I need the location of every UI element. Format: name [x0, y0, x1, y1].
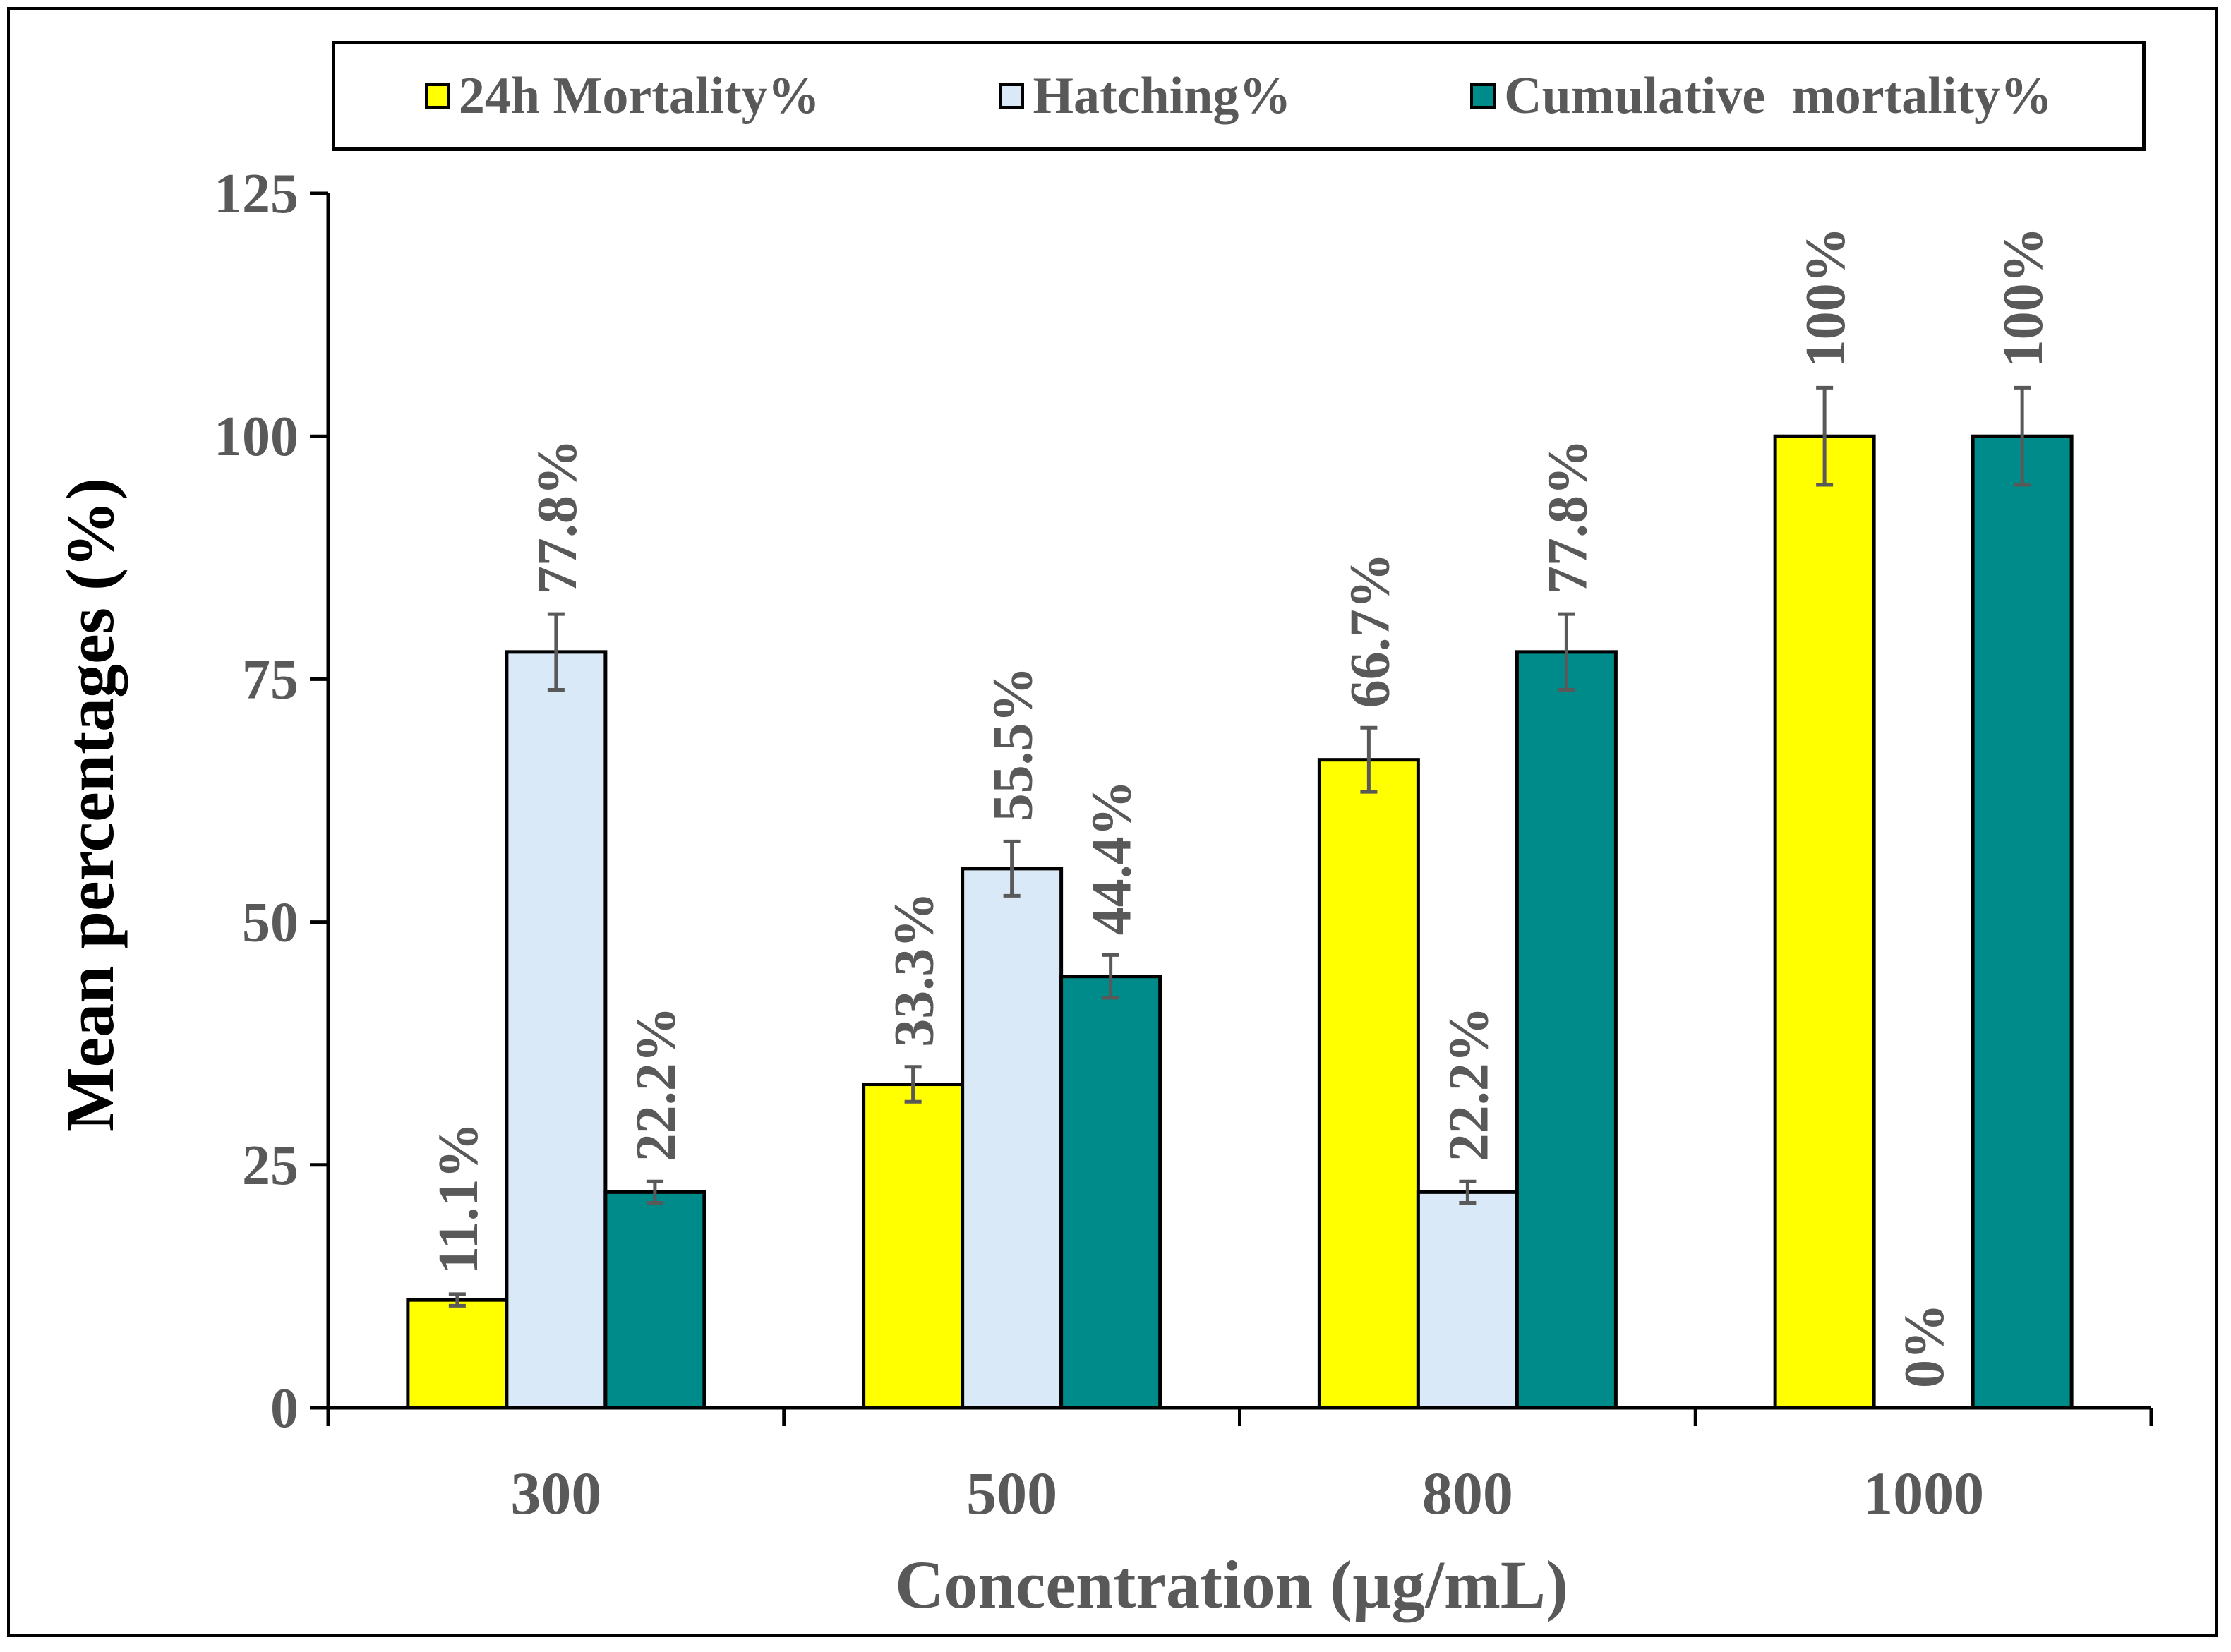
data-label: 66.7%	[1339, 553, 1401, 708]
bar	[1515, 650, 1618, 1410]
y-tick-label: 50	[242, 892, 299, 954]
bar	[406, 1298, 509, 1410]
data-label: 44.4%	[1081, 780, 1143, 935]
x-tick-label: 1000	[1863, 1459, 1984, 1527]
y-axis-title: Mean percentages (%)	[52, 478, 128, 1131]
data-label: 0%	[1894, 1303, 1956, 1388]
bar	[1416, 1190, 1519, 1410]
bar	[1317, 758, 1420, 1410]
y-tick-label: 125	[214, 163, 299, 225]
x-tick-label: 800	[1422, 1459, 1513, 1527]
bar	[505, 650, 608, 1410]
data-label: 100%	[1795, 227, 1857, 368]
data-label: 11.1%	[428, 1122, 490, 1274]
x-tick-label: 300	[510, 1459, 601, 1527]
legend-swatch	[999, 83, 1025, 109]
legend-swatch	[424, 83, 450, 109]
data-label: 77.8%	[527, 439, 589, 594]
legend-label: Cumulative mortality%	[1504, 66, 2053, 125]
data-label: 55.5%	[982, 666, 1045, 821]
y-tick-label: 0	[270, 1377, 299, 1440]
data-label: 77.8%	[1537, 439, 1599, 594]
x-tick-label: 500	[966, 1459, 1057, 1527]
legend-label: Hatching%	[1033, 66, 1292, 125]
data-label: 33.3%	[884, 892, 946, 1047]
bar	[1773, 434, 1876, 1410]
legend-entry: Cumulative mortality%	[1470, 66, 2052, 126]
bar	[1059, 975, 1162, 1410]
bar	[961, 867, 1064, 1410]
data-label: 22.2%	[625, 1006, 687, 1162]
bar	[603, 1190, 706, 1410]
data-label: 100%	[1992, 227, 2055, 368]
y-tick-label: 75	[242, 649, 299, 711]
y-tick-label: 25	[242, 1135, 299, 1197]
data-label: 22.2%	[1438, 1006, 1500, 1162]
chart-legend: 24h Mortality% Hatching% Cumulative mortal…	[332, 41, 2146, 151]
bar	[1971, 434, 2074, 1410]
legend-label: 24h Mortality%	[458, 66, 820, 125]
legend-swatch	[1470, 83, 1496, 109]
legend-entry: 24h Mortality%	[424, 66, 820, 126]
bar	[862, 1083, 965, 1410]
y-tick-label: 100	[214, 406, 299, 468]
x-axis-title: Concentration (µg/mL)	[895, 1547, 1568, 1622]
legend-entry: Hatching%	[999, 66, 1291, 126]
